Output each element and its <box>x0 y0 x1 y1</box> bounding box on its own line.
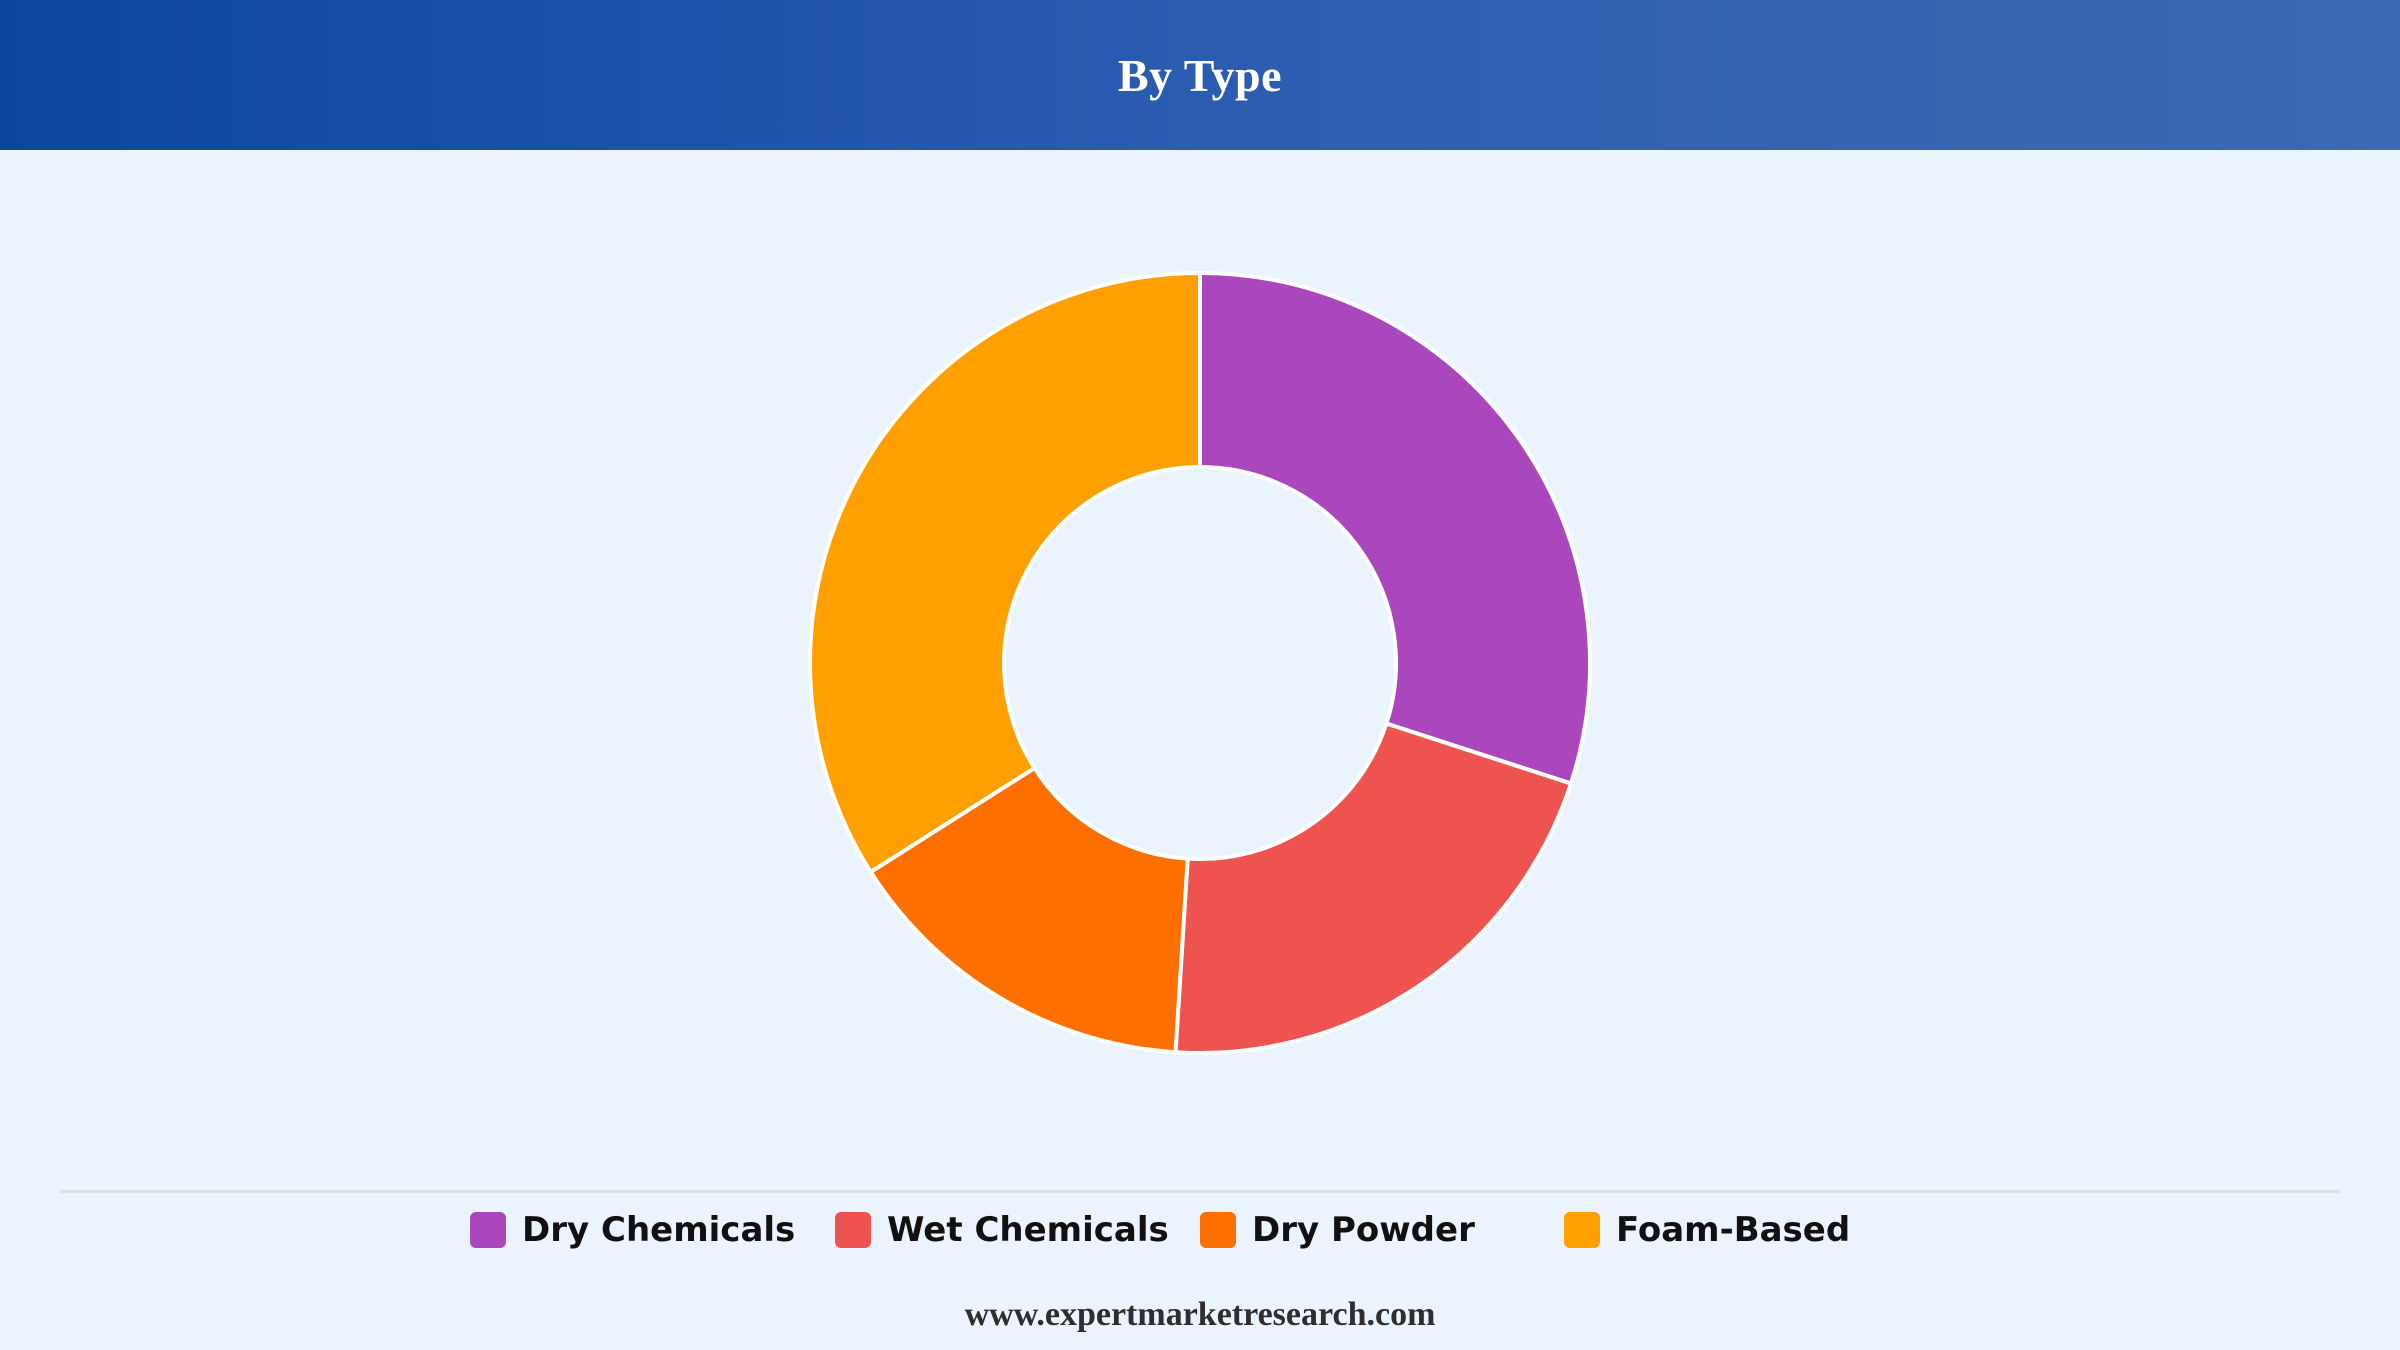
header-bar: By Type <box>0 0 2400 150</box>
legend-label-dry-chemicals: Dry Chemicals <box>522 1210 796 1250</box>
legend-item-dry-chemicals[interactable]: Dry Chemicals <box>470 1207 795 1253</box>
legend-label-foam-based: Foam-Based <box>1616 1210 1851 1250</box>
slice-wet-chemicals[interactable] <box>1173 721 1573 1055</box>
legend-divider <box>60 1190 2340 1193</box>
slice-dry-chemicals[interactable] <box>1198 271 1592 786</box>
legend-item-dry-powder[interactable]: Dry Powder <box>1200 1207 1475 1253</box>
legend-item-foam-based[interactable]: Foam-Based <box>1564 1207 1850 1253</box>
legend-swatch-dry-chemicals <box>470 1212 506 1248</box>
chart-title: By Type <box>1117 49 1283 101</box>
legend-label-wet-chemicals: Wet Chemicals <box>887 1210 1169 1250</box>
legend-swatch-foam-based <box>1564 1212 1600 1248</box>
slice-foam-based[interactable] <box>808 271 1202 874</box>
legend: Dry Chemicals Wet Chemicals Dry Powder F… <box>0 1207 2400 1253</box>
legend-swatch-dry-powder <box>1200 1212 1236 1248</box>
donut-slices <box>808 271 1592 1055</box>
slice-dry-powder[interactable] <box>868 766 1190 1055</box>
legend-swatch-wet-chemicals <box>835 1212 871 1248</box>
legend-label-dry-powder: Dry Powder <box>1252 1210 1475 1250</box>
donut-chart <box>808 271 1592 1055</box>
legend-item-wet-chemicals[interactable]: Wet Chemicals <box>835 1207 1169 1253</box>
source-footer: www.expertmarketresearch.com <box>964 1296 1436 1333</box>
